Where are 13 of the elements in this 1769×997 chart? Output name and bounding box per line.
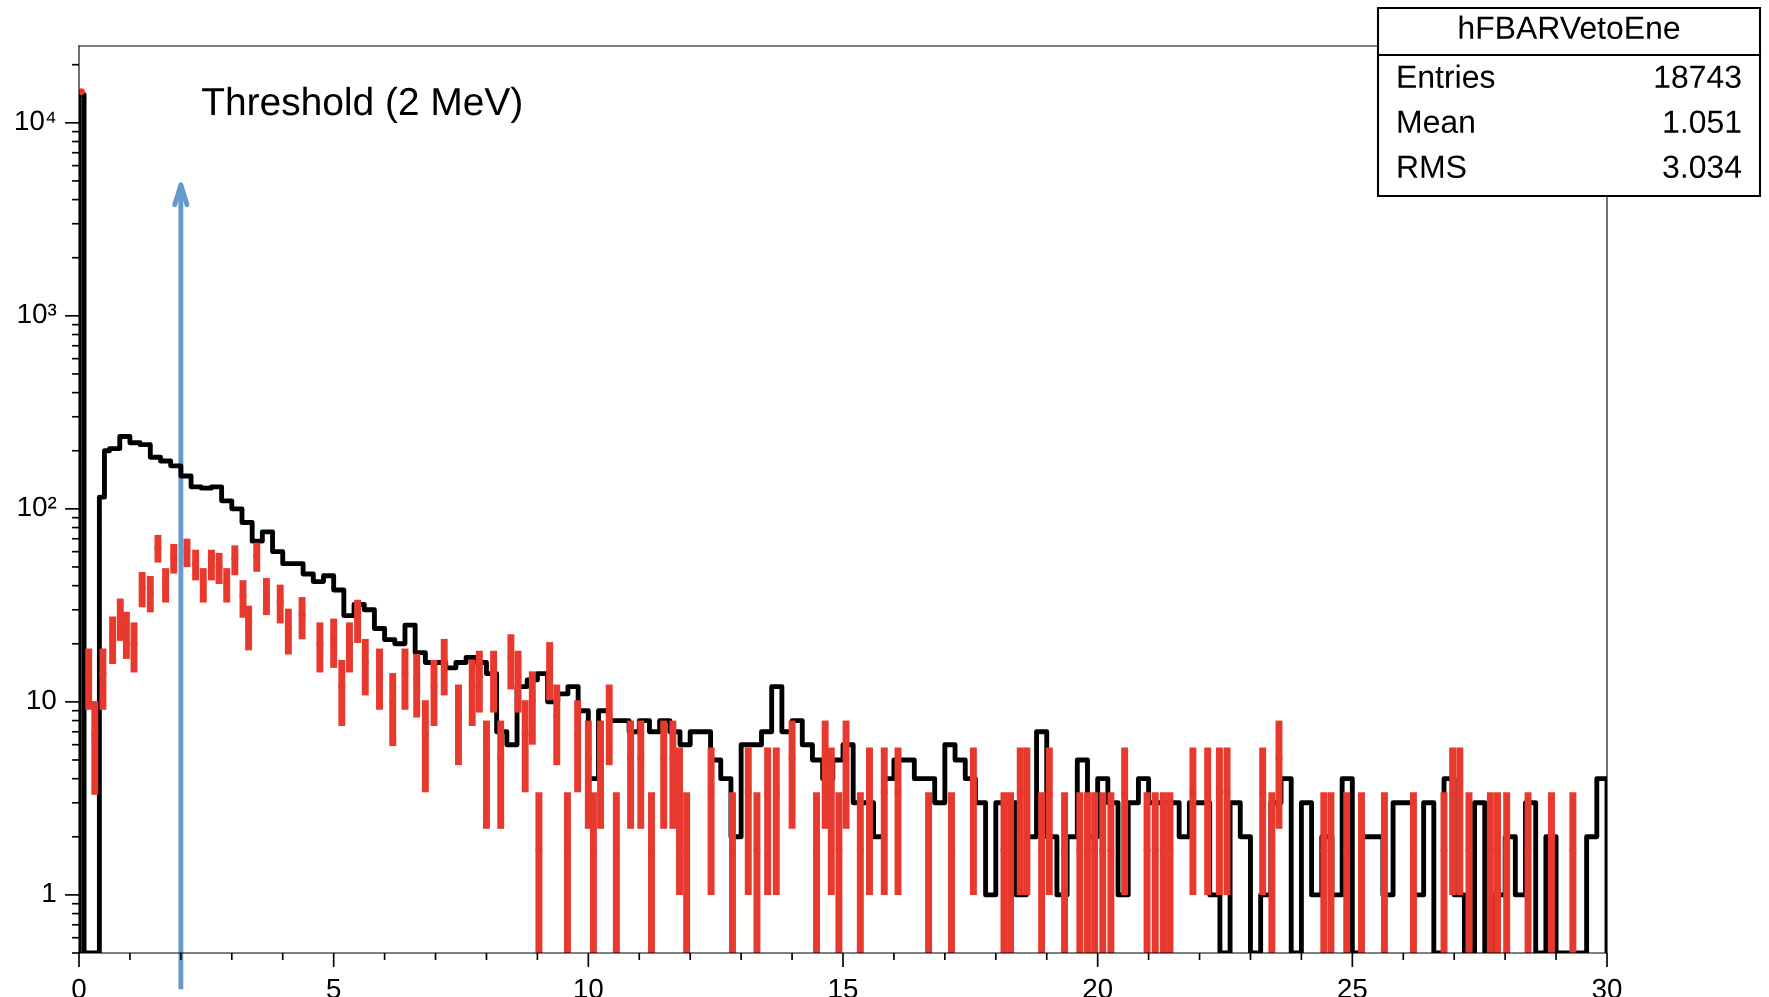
text: 3.034 (1663, 155, 1742, 179)
annotation: RMS (1398, 155, 1466, 179)
y-tick-label: 10⁴ (16, 110, 56, 131)
y-tick-label: 10³ (18, 303, 57, 324)
text: 18743 (1655, 65, 1741, 89)
y-tick-label: 1 (43, 882, 56, 903)
y-tick-label: 10² (18, 496, 57, 517)
text: 1.051 (1664, 110, 1741, 134)
y-tick-label: 10 (28, 689, 56, 710)
ref-line-label: Threshold (2 MeV) (202, 86, 521, 124)
annotation: Mean (1398, 110, 1474, 134)
text: hFBARVetoEne (1459, 15, 1680, 40)
annotation: Entries (1398, 64, 1495, 89)
